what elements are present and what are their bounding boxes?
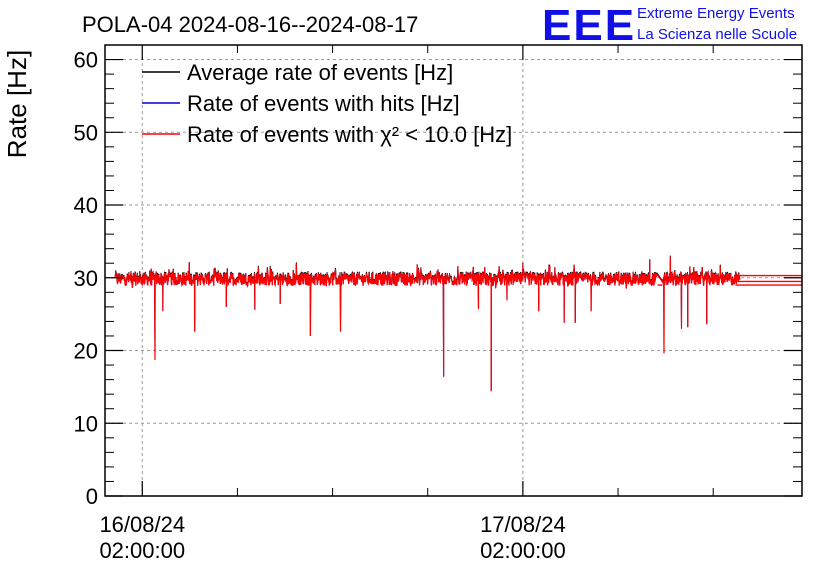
x-tick-time-label: 02:00:00 [99,538,185,563]
y-tick-label: 50 [74,120,98,145]
y-tick-label: 40 [74,193,98,218]
series-layer [114,255,802,392]
eee-logo-mark: EEE [542,1,636,50]
y-tick-label: 20 [74,339,98,364]
axis-ticks: 010203040506016/08/2402:00:0017/08/2402:… [74,44,802,563]
legend: Average rate of events [Hz] Rate of even… [142,60,512,147]
legend-label-average: Average rate of events [Hz] [187,60,453,85]
series-chi2-line [114,256,741,392]
x-tick-time-label: 02:00:00 [480,538,566,563]
eee-logo-line1: Extreme Energy Events [637,5,795,22]
legend-label-chi2: Rate of events with χ² < 10.0 [Hz] [187,122,512,147]
x-tick-date-label: 17/08/24 [480,512,566,537]
y-tick-label: 30 [74,266,98,291]
grid [105,45,802,496]
y-axis-title: Rate [Hz] [2,50,32,158]
eee-logo-line2: La Scienza nelle Scuole [637,26,797,43]
chart-title: POLA-04 2024-08-16--2024-08-17 [82,12,418,37]
eee-logo: EEE Extreme Energy Events La Scienza nel… [542,1,797,50]
y-tick-label: 10 [74,411,98,436]
x-tick-date-label: 16/08/24 [99,512,185,537]
y-tick-label: 0 [86,484,98,509]
legend-label-hits: Rate of events with hits [Hz] [187,91,460,116]
y-tick-label: 60 [74,48,98,73]
plot-frame [104,44,803,497]
